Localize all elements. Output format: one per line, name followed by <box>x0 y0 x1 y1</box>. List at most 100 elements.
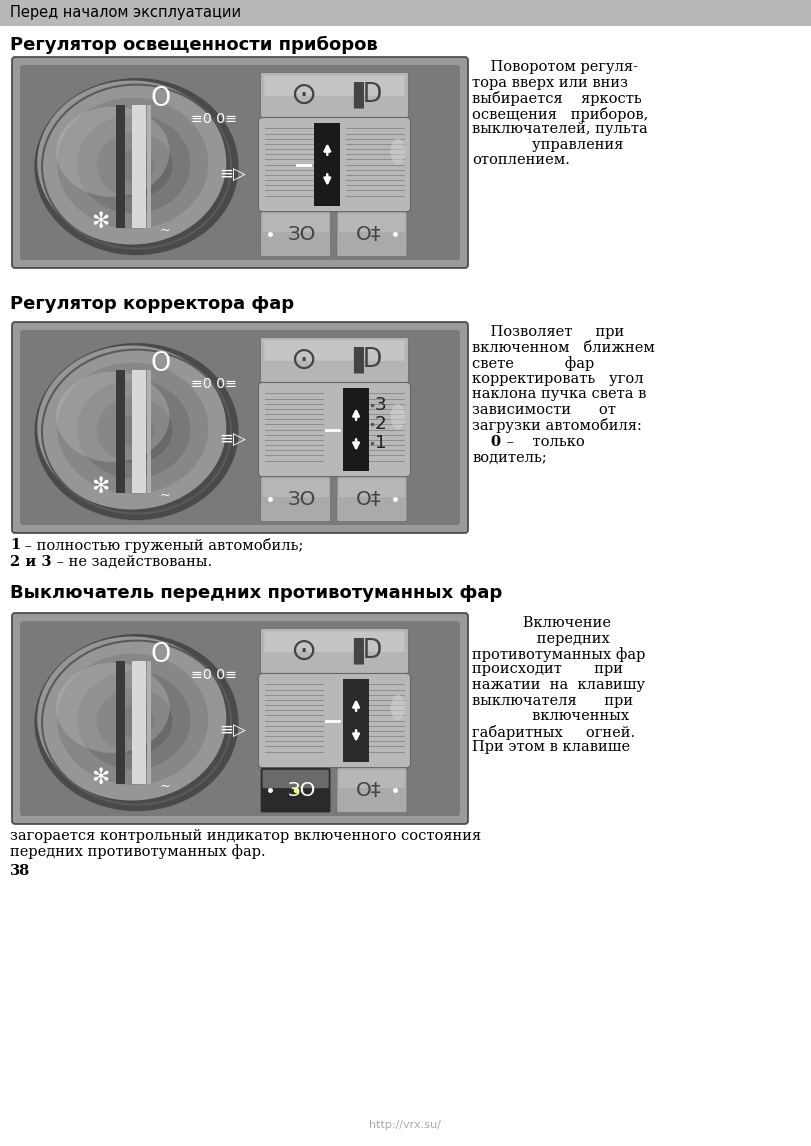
Ellipse shape <box>34 343 238 520</box>
Text: Позволяет     при: Позволяет при <box>472 325 624 339</box>
Text: 3: 3 <box>375 397 387 415</box>
Ellipse shape <box>117 415 154 447</box>
Text: – полностью груженый автомобиль;: – полностью груженый автомобиль; <box>20 537 303 554</box>
Text: http://vrx.su/: http://vrx.su/ <box>369 1120 441 1130</box>
Text: О‡: О‡ <box>356 780 381 800</box>
Text: Выключатель передних противотуманных фар: Выключатель передних противотуманных фар <box>10 584 502 602</box>
Ellipse shape <box>56 107 169 197</box>
FancyBboxPatch shape <box>339 770 405 788</box>
Text: –    только: – только <box>502 435 585 449</box>
Ellipse shape <box>391 139 405 165</box>
Text: О‡: О‡ <box>356 489 381 509</box>
Text: ✻: ✻ <box>92 768 109 788</box>
Ellipse shape <box>56 662 169 753</box>
Text: габаритных     огней.: габаритных огней. <box>472 724 635 739</box>
Text: Перед началом эксплуатации: Перед началом эксплуатации <box>10 6 241 21</box>
Ellipse shape <box>97 398 173 463</box>
Text: нажатии  на  клавишу: нажатии на клавишу <box>472 678 645 692</box>
Text: ▐D: ▐D <box>344 346 383 374</box>
Text: ≡0 0≡: ≡0 0≡ <box>191 112 237 126</box>
Text: загорается контрольный индикатор включенного состояния: загорается контрольный индикатор включен… <box>10 829 481 843</box>
FancyBboxPatch shape <box>20 330 460 525</box>
Text: 38: 38 <box>10 864 30 878</box>
FancyBboxPatch shape <box>339 479 405 497</box>
Text: ✻: ✻ <box>92 212 109 233</box>
Text: Регулятор корректора фар: Регулятор корректора фар <box>10 295 294 313</box>
Text: ≡▷: ≡▷ <box>220 722 247 740</box>
Text: управления: управления <box>472 138 624 151</box>
FancyBboxPatch shape <box>260 628 409 674</box>
Text: корректировать   угол: корректировать угол <box>472 371 644 385</box>
Bar <box>132 370 145 493</box>
FancyBboxPatch shape <box>12 322 468 533</box>
FancyBboxPatch shape <box>263 770 328 788</box>
Bar <box>147 370 151 493</box>
Bar <box>147 661 151 784</box>
FancyBboxPatch shape <box>264 631 405 652</box>
Ellipse shape <box>57 363 208 494</box>
Text: ЗО: ЗО <box>288 489 316 509</box>
Text: O: O <box>150 86 170 112</box>
Text: загрузки автомобиля:: загрузки автомобиля: <box>472 418 642 433</box>
FancyBboxPatch shape <box>260 477 331 521</box>
FancyBboxPatch shape <box>12 613 468 824</box>
Ellipse shape <box>37 345 226 510</box>
FancyBboxPatch shape <box>259 674 410 768</box>
Text: освещения   приборов,: освещения приборов, <box>472 107 648 121</box>
Text: Регулятор освещенности приборов: Регулятор освещенности приборов <box>10 36 378 54</box>
Text: передних противотуманных фар.: передних противотуманных фар. <box>10 845 266 860</box>
Text: О‡: О‡ <box>356 225 381 244</box>
Bar <box>116 105 125 228</box>
Ellipse shape <box>77 115 191 213</box>
Ellipse shape <box>37 636 226 801</box>
FancyBboxPatch shape <box>263 214 328 233</box>
FancyBboxPatch shape <box>259 118 410 212</box>
FancyBboxPatch shape <box>259 383 410 477</box>
Text: 2: 2 <box>375 415 387 433</box>
Ellipse shape <box>37 80 226 244</box>
Text: ≡▷: ≡▷ <box>220 166 247 183</box>
Text: 2 и 3: 2 и 3 <box>10 555 52 568</box>
Ellipse shape <box>56 371 169 462</box>
Ellipse shape <box>77 670 191 769</box>
Text: передних: передних <box>472 631 610 645</box>
Ellipse shape <box>57 97 208 229</box>
FancyBboxPatch shape <box>20 621 460 816</box>
FancyBboxPatch shape <box>337 477 407 521</box>
Text: отоплением.: отоплением. <box>472 154 570 167</box>
Text: ⊙: ⊙ <box>290 636 316 666</box>
Bar <box>132 661 145 784</box>
Text: ⊙: ⊙ <box>290 80 316 109</box>
Ellipse shape <box>97 132 173 198</box>
Text: ▐D: ▐D <box>344 81 383 108</box>
FancyBboxPatch shape <box>20 65 460 260</box>
FancyBboxPatch shape <box>260 337 409 383</box>
Ellipse shape <box>97 688 173 754</box>
Ellipse shape <box>34 78 238 256</box>
FancyBboxPatch shape <box>260 72 409 117</box>
Ellipse shape <box>117 149 154 182</box>
Text: При этом в клавише: При этом в клавише <box>472 740 630 754</box>
Text: ~: ~ <box>160 225 170 237</box>
Text: Включение: Включение <box>472 617 611 630</box>
Bar <box>343 680 369 762</box>
Text: ≡0 0≡: ≡0 0≡ <box>191 377 237 391</box>
Text: включенных: включенных <box>472 709 629 723</box>
FancyBboxPatch shape <box>260 212 331 257</box>
Text: ⊙: ⊙ <box>290 345 316 375</box>
Text: свете           фар: свете фар <box>472 356 594 371</box>
Text: ~: ~ <box>160 489 170 502</box>
FancyBboxPatch shape <box>12 57 468 268</box>
Ellipse shape <box>34 634 238 811</box>
Ellipse shape <box>57 653 208 785</box>
Bar <box>116 661 125 784</box>
Text: выключателей, пульта: выключателей, пульта <box>472 121 648 136</box>
Text: ЗО: ЗО <box>288 780 316 800</box>
Text: противотуманных фар: противотуманных фар <box>472 647 646 662</box>
Text: происходит       при: происходит при <box>472 662 623 676</box>
Text: наклона пучка света в: наклона пучка света в <box>472 387 646 401</box>
Bar <box>315 124 341 206</box>
Text: ▐D: ▐D <box>344 637 383 665</box>
FancyBboxPatch shape <box>263 479 328 497</box>
Text: ≡▷: ≡▷ <box>220 431 247 449</box>
